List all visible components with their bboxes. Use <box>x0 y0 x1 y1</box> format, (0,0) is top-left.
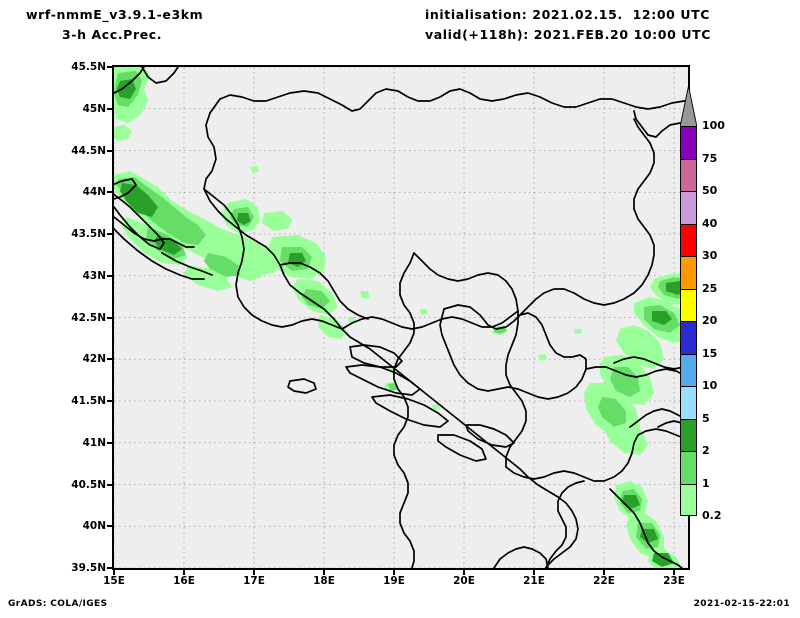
y-axis-tick <box>107 400 113 402</box>
colorbar-segment <box>680 288 697 321</box>
field-title: 3-h Acc.Prec. <box>62 27 163 42</box>
y-axis-tick <box>107 316 113 319</box>
colorbar-segment <box>680 451 697 484</box>
chart-header: wrf-nmmE_v3.9.1-e3km 3-h Acc.Prec. initi… <box>0 0 800 52</box>
y-axis-tick-label: 44N <box>82 186 106 199</box>
y-axis-tick <box>107 483 113 486</box>
colorbar-tick-label: 15 <box>702 346 718 360</box>
x-axis-tick <box>183 569 185 575</box>
y-axis-tick-label: 45N <box>82 102 106 115</box>
colorbar-segment <box>680 483 697 516</box>
grads-credit: GrADS: COLA/IGES <box>8 599 108 609</box>
x-axis-tick <box>113 569 115 575</box>
colorbar-tick-label: 75 <box>702 151 718 165</box>
precipitation-shading <box>114 67 688 568</box>
x-axis-tick <box>533 569 535 575</box>
colorbar-segment <box>680 126 697 159</box>
y-axis-tick-label: 42.5N <box>71 311 106 324</box>
x-axis-tick-label: 17E <box>243 575 265 587</box>
y-axis-tick <box>107 191 113 194</box>
x-axis-tick <box>603 569 605 575</box>
colorbar-segment <box>680 321 697 354</box>
y-axis-tick-label: 39.5N <box>71 562 106 574</box>
x-axis-tick <box>463 569 465 575</box>
colorbar-tick-label: 0.2 <box>702 509 722 522</box>
y-axis-tick-label: 40.5N <box>71 478 106 491</box>
x-axis-tick-label: 23E <box>663 575 685 587</box>
x-axis-tick-label: 21E <box>523 575 545 587</box>
y-axis-tick <box>107 149 113 152</box>
colorbar-segment <box>680 418 697 451</box>
x-axis-tick <box>323 569 325 575</box>
x-axis-tick <box>393 569 395 575</box>
render-timestamp: 2021-02-15-22:01 <box>693 599 790 609</box>
y-axis-tick <box>107 567 113 569</box>
colorbar-tick-label: 100 <box>702 119 725 132</box>
y-axis-tick-label: 43.5N <box>71 228 106 240</box>
colorbar-segment <box>680 353 697 386</box>
y-axis-tick <box>107 233 113 235</box>
colorbar-over-arrow <box>680 86 697 127</box>
y-axis-tick-label: 41.5N <box>71 395 106 407</box>
colorbar-segment <box>680 386 697 419</box>
colorbar-segment <box>680 256 697 289</box>
model-title: wrf-nmmE_v3.9.1-e3km <box>26 7 204 22</box>
colorbar-tick-label: 50 <box>702 184 718 197</box>
y-axis-tick-label: 45.5N <box>71 61 106 73</box>
x-axis-tick-label: 22E <box>593 575 615 587</box>
colorbar-tick-label: 40 <box>702 216 718 230</box>
y-axis-tick <box>107 66 113 68</box>
x-axis-tick-label: 16E <box>173 575 195 587</box>
x-axis-tick-label: 18E <box>313 575 335 587</box>
colorbar-tick-label: 5 <box>702 411 710 425</box>
x-axis-tick <box>253 569 255 575</box>
colorbar-tick-label: 1 <box>702 476 710 490</box>
y-axis-tick-label: 42N <box>82 353 106 366</box>
colorbar-tick-label: 30 <box>702 249 718 262</box>
y-axis-tick-label: 43N <box>82 269 106 282</box>
y-axis-tick-label: 41N <box>82 436 106 449</box>
y-axis-tick <box>107 441 113 444</box>
y-axis-tick <box>107 107 113 110</box>
x-axis-tick-label: 20E <box>453 575 475 587</box>
y-axis-tick <box>107 525 113 528</box>
y-axis-tick-label: 44.5N <box>71 144 106 157</box>
y-axis-tick <box>107 358 113 361</box>
map-graphic <box>114 67 688 568</box>
map-gridlines <box>114 67 688 568</box>
x-axis-tick <box>673 569 675 575</box>
colorbar-tick-label: 2 <box>702 444 710 457</box>
valid-time: valid(+118h): 2021.FEB.20 10:00 UTC <box>425 27 711 42</box>
colorbar-tick-label: 20 <box>702 314 718 327</box>
map-plot-area <box>112 65 690 570</box>
x-axis-tick-label: 19E <box>383 575 405 587</box>
colorbar-tick-label: 25 <box>702 281 718 295</box>
colorbar-segment <box>680 223 697 256</box>
colorbar-tick-label: 10 <box>702 379 718 392</box>
initialisation-time: initialisation: 2021.02.15. 12:00 UTC <box>425 7 711 22</box>
colorbar-segment <box>680 158 697 191</box>
x-axis-tick-label: 15E <box>103 575 125 587</box>
y-axis-tick-label: 40N <box>82 520 106 533</box>
y-axis-tick <box>107 274 113 277</box>
colorbar-segment <box>680 191 697 224</box>
colorbar <box>680 126 697 516</box>
